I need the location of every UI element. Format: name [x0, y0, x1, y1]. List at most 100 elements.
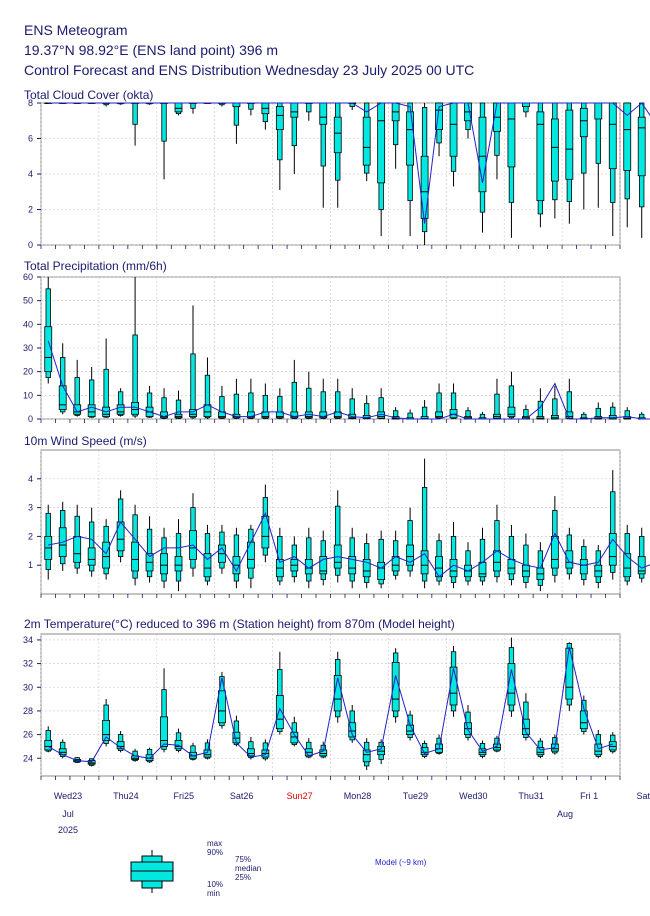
- temp-box: [87, 760, 96, 765]
- cloud-box: [377, 102, 386, 184]
- wind-box: [565, 550, 574, 569]
- precip-model-line: [47, 340, 650, 420]
- wind-box: [623, 553, 632, 578]
- cloud-box-outer: [132, 102, 138, 125]
- legend-90: 90%: [207, 848, 223, 857]
- precip-box: [435, 411, 443, 419]
- precip-ytick-label: 40: [23, 319, 33, 329]
- cloud-ytick-label: 0: [28, 240, 33, 250]
- wind-box-outer: [378, 538, 384, 585]
- precip-box: [449, 409, 458, 419]
- temp-box: [102, 719, 111, 741]
- day-label: Sat26: [230, 791, 254, 801]
- cloud-box: [579, 107, 588, 138]
- precip-box-outer: [306, 387, 312, 419]
- day-label: Thu31: [518, 791, 544, 801]
- day-label: Sat 2: [636, 791, 650, 801]
- precip-ytick-label: 60: [23, 272, 33, 282]
- wind-ytick-label: 4: [28, 474, 33, 484]
- cloud-box: [565, 109, 574, 180]
- month-label-aug: Aug: [557, 809, 573, 819]
- cloud-ytick-label: 2: [28, 205, 33, 215]
- cloud-ytick-label: 4: [28, 169, 33, 179]
- cloud-box: [362, 116, 371, 166]
- precip-box: [246, 411, 255, 419]
- wind-box: [348, 556, 357, 575]
- year-label: 2025: [58, 825, 78, 835]
- day-label: Thu24: [113, 791, 139, 801]
- wind-model-line: [48, 512, 650, 578]
- precip-box: [87, 404, 96, 418]
- precip-box: [507, 406, 516, 418]
- cloud-box-outer: [306, 102, 312, 113]
- cloud-box: [290, 102, 299, 118]
- precip-box-outer: [146, 392, 153, 418]
- precip-box: [174, 413, 183, 419]
- legend-10: 10%: [207, 880, 223, 889]
- precip-panel: 0 10 20 30 40 50 60: [23, 272, 650, 424]
- wind-box-outer: [146, 528, 153, 578]
- temp-box: [333, 675, 342, 712]
- temp-box: [348, 722, 357, 738]
- wind-box: [131, 541, 139, 572]
- wind-box: [160, 553, 168, 575]
- legend-75: 75%: [235, 855, 251, 864]
- temp-box: [362, 749, 371, 763]
- wind-box: [507, 559, 516, 575]
- cloud-box: [319, 102, 328, 125]
- precip-panel-title: Total Precipitation (mm/6h): [24, 259, 167, 273]
- wind-box: [304, 559, 313, 575]
- precip-box-outer: [190, 353, 196, 419]
- precip-box: [319, 411, 328, 419]
- temp-box: [449, 666, 458, 706]
- precip-box-outer: [291, 381, 297, 419]
- temp-ytick-label: 32: [23, 659, 33, 669]
- day-label: Mon28: [344, 791, 372, 801]
- day-label: Fri25: [174, 791, 195, 801]
- temp-box: [594, 743, 603, 756]
- cloud-box: [232, 102, 241, 107]
- cloud-box: [550, 118, 559, 182]
- legend-model: Model (~9 km): [375, 858, 427, 867]
- wind-box: [478, 561, 487, 578]
- legend-median-label: median: [235, 864, 261, 873]
- cloud-box: [507, 102, 516, 168]
- precip-box-outer: [508, 385, 515, 419]
- wind-box: [102, 541, 111, 569]
- precip-box-outer: [436, 392, 442, 419]
- precip-box-outer: [103, 368, 109, 418]
- wind-box-outer: [610, 491, 616, 573]
- wind-box-outer: [523, 544, 529, 583]
- precip-box: [116, 404, 125, 415]
- wind-box: [435, 556, 443, 578]
- precip-box-outer: [233, 393, 240, 419]
- precip-box-outer: [320, 391, 326, 419]
- legend-max: max: [207, 839, 222, 848]
- cloud-box: [623, 102, 632, 171]
- day-label: Sun27: [287, 791, 313, 801]
- wind-box-outer: [494, 520, 500, 578]
- wind-ytick-label: 1: [28, 560, 33, 570]
- wind-box-outer: [421, 487, 428, 582]
- wind-box-outer: [335, 505, 341, 576]
- precip-box-outer: [219, 396, 225, 419]
- legend: max 90% 75% median 25% 10% min Model (~9…: [130, 839, 427, 898]
- cloud-box: [333, 116, 342, 154]
- month-label-jul: Jul: [62, 809, 74, 819]
- wind-ytick-label: 2: [28, 531, 33, 541]
- precip-box-outer: [277, 396, 283, 419]
- cloud-box: [275, 106, 284, 131]
- temp-box: [536, 747, 545, 756]
- cloud-box-outer: [161, 102, 167, 142]
- precip-box-outer: [262, 394, 269, 419]
- precip-ytick-label: 20: [23, 367, 33, 377]
- temp-box: [522, 718, 530, 735]
- wind-box-outer: [89, 521, 95, 572]
- cloud-panel-title: Total Cloud Cover (okta): [24, 88, 154, 102]
- precip-box-outer: [450, 392, 457, 419]
- wind-box: [319, 556, 328, 575]
- temp-ytick-label: 28: [23, 706, 33, 716]
- wind-panel-title: 10m Wind Speed (m/s): [24, 434, 147, 448]
